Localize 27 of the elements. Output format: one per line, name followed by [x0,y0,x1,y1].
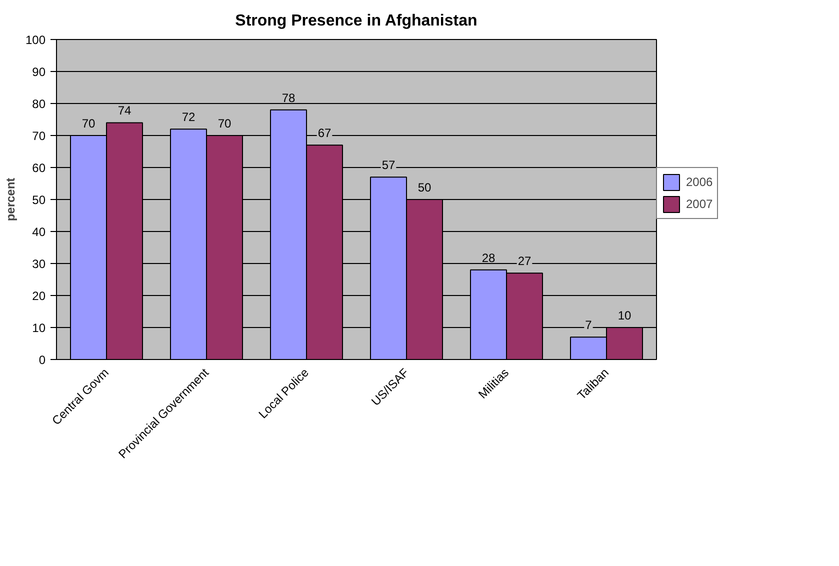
data-label: 70 [218,116,232,130]
data-label: 28 [482,250,496,265]
y-tick-label: 20 [32,289,46,303]
data-label: 78 [282,90,296,105]
y-tick-label: 40 [32,225,46,239]
chart-title: Strong Presence in Afghanistan [235,12,478,30]
data-label: 74 [118,104,132,118]
data-label: 70 [82,116,96,130]
y-tick-label: 60 [32,161,46,175]
y-tick-label: 90 [32,65,46,79]
y-tick-label: 10 [32,321,46,335]
y-tick-label: 70 [32,129,46,143]
data-label: 7 [585,318,592,332]
y-tick-label: 0 [38,353,46,367]
data-label: 72 [182,110,196,124]
y-axis-title: percent [3,178,18,222]
data-label: 50 [418,180,432,194]
legend-label: 2006 [686,175,713,189]
legend-label: 2007 [686,197,713,211]
y-tick-label: 100 [25,33,46,47]
y-tick-label: 80 [32,97,46,111]
data-label: 57 [382,158,396,172]
y-tick-label: 50 [32,193,46,207]
data-label: 67 [318,126,332,140]
data-label: 27 [518,254,532,268]
data-label: 10 [618,308,632,322]
y-tick-label: 30 [32,257,46,271]
